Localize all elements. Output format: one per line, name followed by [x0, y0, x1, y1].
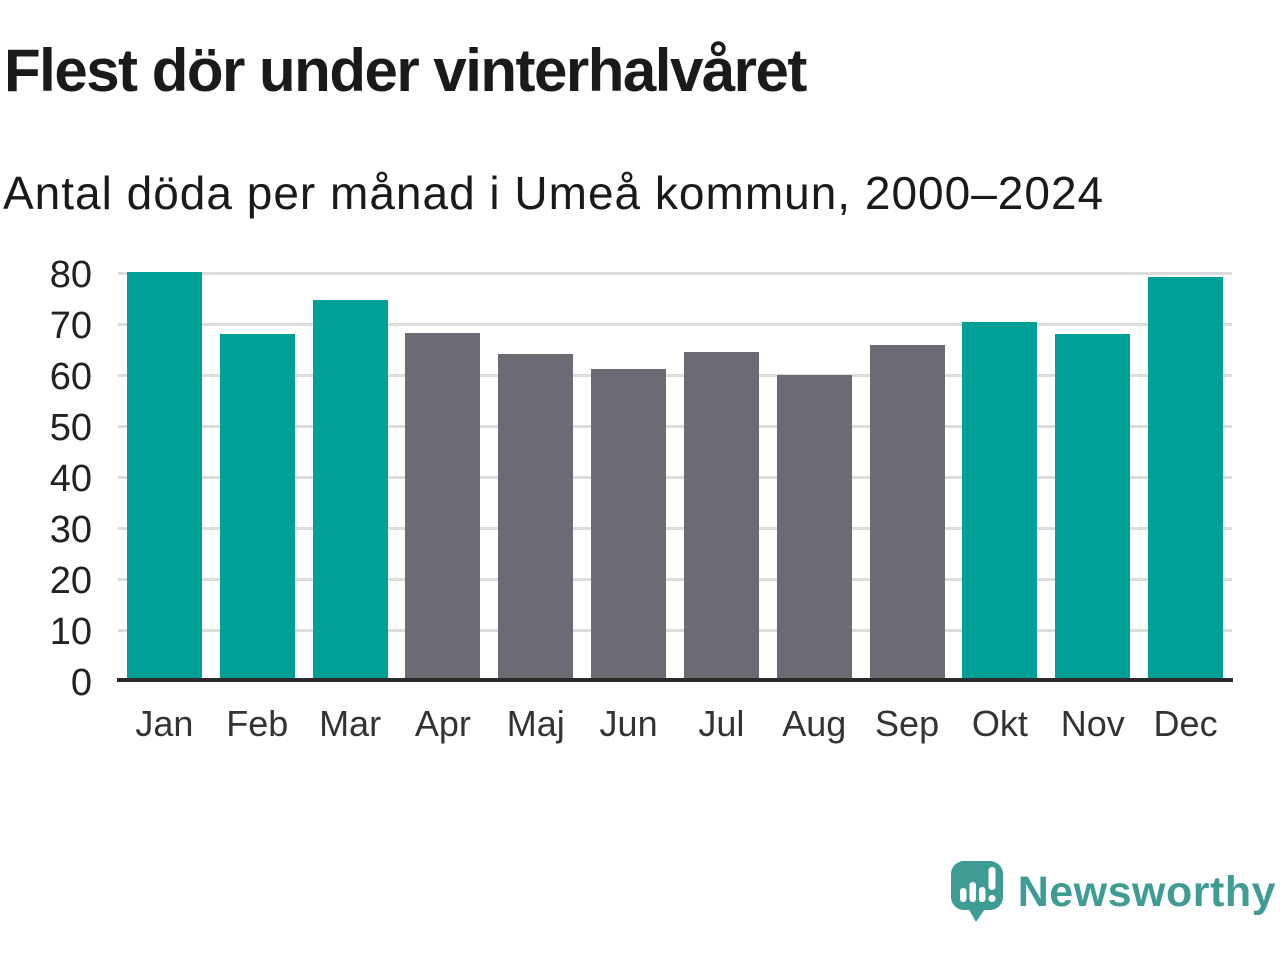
bar-nov	[1055, 333, 1131, 681]
bar-aug	[776, 375, 852, 681]
x-axis-label: Okt	[971, 703, 1028, 744]
logo-bar-1	[959, 888, 967, 902]
x-axis-label: Maj	[506, 703, 565, 744]
bar-mar	[312, 299, 388, 681]
bar-feb	[219, 334, 295, 681]
gridline-60	[118, 374, 1232, 377]
x-axis-line	[117, 678, 1233, 682]
logo-bar-3	[978, 887, 986, 902]
bar-sep	[869, 345, 945, 681]
x-axis-label: Jul	[698, 703, 745, 744]
gridline-80	[118, 272, 1232, 275]
y-axis-tick-label: 40	[49, 458, 92, 500]
logo-bubble-tail	[966, 906, 987, 922]
x-axis-label: Jan	[135, 703, 194, 744]
y-axis-tick-label: 0	[70, 662, 92, 704]
bar-jul	[683, 351, 759, 681]
x-axis-label: Sep	[875, 703, 940, 744]
bar-dec	[1148, 277, 1224, 681]
x-axis-label: Jun	[599, 703, 658, 744]
x-axis-label: Feb	[226, 703, 289, 744]
logo-exclamation-bar	[988, 867, 996, 890]
logo-exclamation-dot	[988, 894, 996, 903]
y-axis-tick-label: 80	[49, 254, 92, 296]
gridline-30	[118, 527, 1232, 530]
x-axis-label: Apr	[414, 703, 471, 744]
y-axis-tick-label: 70	[49, 305, 92, 347]
bar-apr	[405, 332, 481, 681]
x-axis-label: Nov	[1060, 703, 1125, 744]
x-axis-label: Dec	[1153, 703, 1218, 744]
bar-jan	[126, 271, 202, 681]
newsworthy-logo-icon	[950, 861, 1003, 922]
chart-subtitle: Antal döda per månad i Umeå kommun, 2000…	[3, 167, 1105, 219]
y-axis-tick-label: 50	[49, 407, 92, 449]
brand-name: Newsworthy	[1017, 867, 1276, 916]
brand-footer: Newsworthy	[950, 860, 1276, 924]
x-axis-label: Aug	[782, 703, 847, 744]
gridline-40	[118, 476, 1232, 479]
logo-bar-2	[969, 882, 976, 902]
y-axis-tick-label: 60	[49, 356, 92, 398]
bar-jun	[591, 368, 667, 681]
x-axis-label: Mar	[319, 703, 382, 744]
y-axis-tick-label: 10	[49, 611, 92, 653]
y-axis-tick-label: 30	[49, 509, 92, 551]
bar-maj	[498, 353, 574, 681]
bar-okt	[962, 322, 1038, 681]
gridline-70	[118, 323, 1232, 326]
gridline-50	[118, 425, 1232, 428]
gridline-20	[118, 578, 1232, 581]
gridline-10	[118, 629, 1232, 632]
chart-title: Flest dör under vinterhalvåret	[4, 37, 807, 104]
y-axis-tick-label: 20	[49, 560, 92, 602]
